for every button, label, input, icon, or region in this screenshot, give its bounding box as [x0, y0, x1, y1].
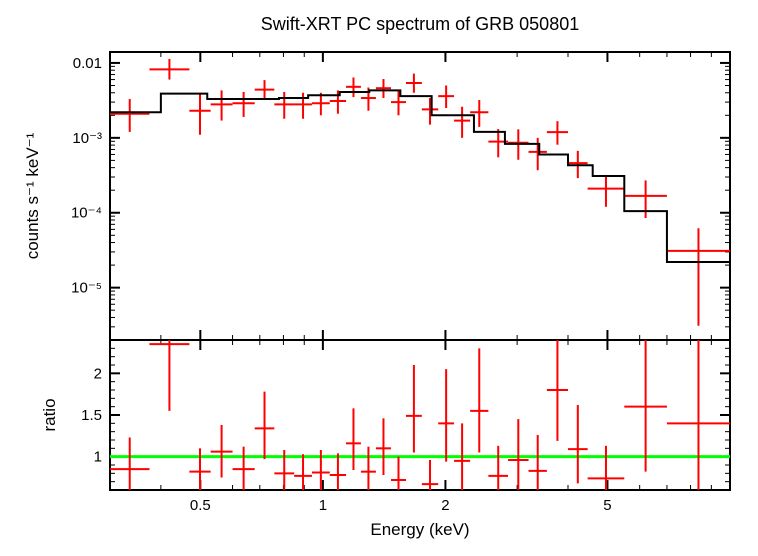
- y-bottom-tick-label: 1: [94, 449, 102, 466]
- y-top-tick-label: 10⁻³: [72, 130, 102, 147]
- y-bottom-tick-label: 2: [94, 365, 102, 382]
- x-tick-label: 0.5: [190, 497, 211, 514]
- bottom-panel-data: [110, 340, 730, 503]
- y-top-tick-label: 0.01: [73, 55, 102, 72]
- x-tick-label: 5: [603, 497, 611, 514]
- model-step-line: [110, 90, 730, 262]
- y-top-tick-label: 10⁻⁴: [71, 205, 102, 222]
- chart-container: Swift-XRT PC spectrum of GRB 050801 10⁻⁵ 1…: [0, 0, 758, 556]
- y-bottom-tick-label: 1.5: [81, 407, 102, 424]
- top-panel-data: [110, 59, 730, 326]
- y-bottom-axis-label: ratio: [40, 398, 59, 431]
- spectrum-chart: Swift-XRT PC spectrum of GRB 050801 10⁻⁵ 1…: [0, 0, 758, 556]
- x-tick-label: 1: [319, 497, 327, 514]
- chart-title: Swift-XRT PC spectrum of GRB 050801: [261, 14, 579, 34]
- x-tick-label: 2: [441, 497, 449, 514]
- y-top-tick-label: 10⁻⁵: [71, 280, 102, 297]
- x-axis-label: Energy (keV): [370, 520, 469, 539]
- y-top-axis-label: counts s⁻¹ keV⁻¹: [23, 132, 42, 259]
